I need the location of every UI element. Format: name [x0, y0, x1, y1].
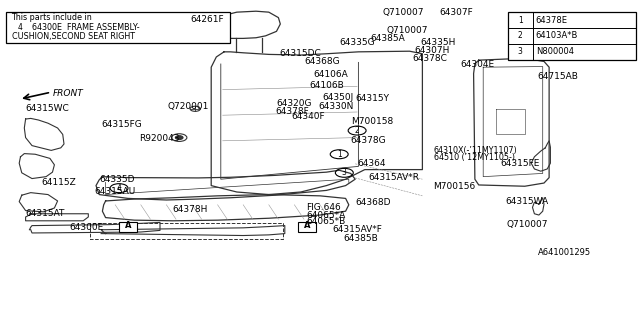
Text: 3: 3: [342, 168, 347, 177]
Text: 64300E  FRAME ASSEMBLY-: 64300E FRAME ASSEMBLY-: [32, 23, 140, 32]
Text: 64315FG: 64315FG: [101, 120, 142, 129]
Text: 64330N: 64330N: [319, 102, 354, 111]
Text: 4: 4: [18, 23, 23, 32]
Text: 64364: 64364: [357, 159, 386, 168]
Text: 64715AB: 64715AB: [538, 72, 579, 81]
Text: 64368D: 64368D: [356, 198, 391, 207]
Text: 64315WC: 64315WC: [26, 104, 69, 113]
Text: N800004: N800004: [536, 47, 573, 56]
Text: 64385A: 64385A: [370, 34, 404, 43]
Text: 64106A: 64106A: [314, 70, 348, 79]
Text: 1: 1: [337, 150, 342, 159]
Text: 64315AV*R: 64315AV*R: [369, 173, 420, 182]
Text: 64320G: 64320G: [276, 99, 312, 108]
Text: 64261F: 64261F: [191, 15, 225, 24]
Text: 64315AV*F: 64315AV*F: [333, 225, 383, 234]
Text: 64106B: 64106B: [310, 81, 344, 90]
Text: 64335D: 64335D: [100, 175, 135, 184]
Text: 64307F: 64307F: [439, 8, 473, 17]
Text: Q710007: Q710007: [507, 220, 548, 229]
Text: 64065*A: 64065*A: [306, 211, 345, 220]
Text: Q710007: Q710007: [383, 8, 424, 17]
Text: 64315AT: 64315AT: [26, 209, 65, 218]
Text: 64368G: 64368G: [305, 57, 340, 66]
Text: 64315Y: 64315Y: [356, 94, 390, 103]
Text: A: A: [125, 221, 131, 230]
Text: R920043: R920043: [140, 134, 180, 143]
Text: 64315DC: 64315DC: [279, 49, 321, 58]
Text: 64065*B: 64065*B: [306, 217, 345, 226]
Text: Q710007: Q710007: [387, 26, 428, 35]
Text: 64378H: 64378H: [173, 205, 208, 214]
Text: FRONT: FRONT: [52, 89, 83, 98]
Text: 64350J: 64350J: [323, 93, 354, 102]
Text: 2: 2: [518, 31, 523, 40]
Text: 64103A*B: 64103A*B: [536, 31, 578, 40]
Text: 64315AU: 64315AU: [95, 188, 136, 196]
Bar: [508, 12, 636, 60]
Text: 64335H: 64335H: [420, 38, 456, 47]
Text: 3: 3: [518, 47, 523, 56]
Text: 64510 (’12MY1105-): 64510 (’12MY1105-): [434, 153, 515, 162]
Text: 64378G: 64378G: [351, 136, 387, 145]
Text: 64378C: 64378C: [412, 54, 447, 63]
Text: M700158: M700158: [351, 117, 393, 126]
Text: 64378E: 64378E: [536, 16, 568, 25]
Text: M700156: M700156: [433, 182, 475, 191]
Text: 64300E: 64300E: [69, 223, 104, 232]
Bar: [119, 222, 137, 232]
Text: 64340F: 64340F: [292, 112, 326, 121]
Text: CUSHION,SECOND SEAT RIGHT: CUSHION,SECOND SEAT RIGHT: [12, 32, 134, 41]
Text: 64385B: 64385B: [343, 234, 378, 243]
Text: 64315FE: 64315FE: [500, 159, 540, 168]
Text: A: A: [304, 221, 310, 230]
Text: 64315WA: 64315WA: [506, 197, 548, 206]
Text: 64304E: 64304E: [461, 60, 495, 68]
Bar: [6, 12, 230, 43]
Text: 2: 2: [355, 126, 360, 135]
Bar: [298, 222, 316, 232]
Circle shape: [175, 136, 183, 140]
Text: This parts include in: This parts include in: [12, 13, 92, 22]
Text: 1: 1: [518, 16, 523, 25]
Text: 64115Z: 64115Z: [41, 178, 76, 187]
Text: Q720001: Q720001: [168, 102, 209, 111]
Text: 64307H: 64307H: [414, 46, 449, 55]
Text: 4: 4: [116, 184, 122, 193]
Text: 64335G: 64335G: [339, 38, 375, 47]
Text: A641001295: A641001295: [538, 248, 591, 257]
Text: FIG.646: FIG.646: [306, 203, 340, 212]
Text: 64378F: 64378F: [275, 107, 309, 116]
Text: 64310X(-’11MY1107): 64310X(-’11MY1107): [434, 146, 518, 155]
